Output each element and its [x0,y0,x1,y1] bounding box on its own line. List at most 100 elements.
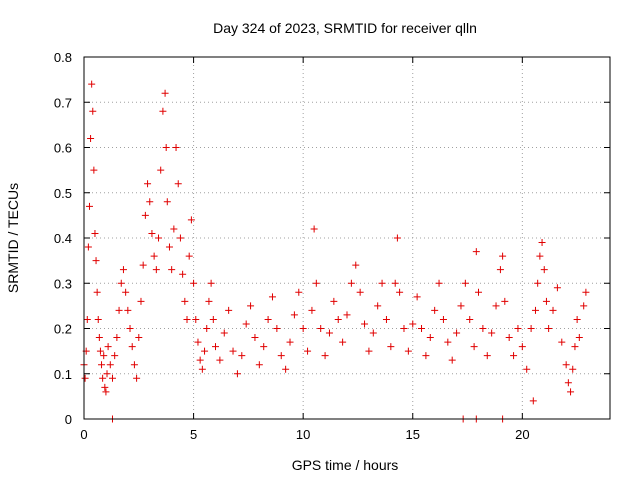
data-point [91,229,99,237]
data-point [361,320,369,328]
y-tick-label: 0.7 [54,95,72,110]
data-point [501,297,509,305]
data-point [113,334,121,342]
data-point [146,198,154,206]
data-point [192,315,200,323]
data-point [356,288,364,296]
data-point [90,166,98,174]
y-tick-label: 0.4 [54,231,72,246]
x-tick-label: 20 [515,427,529,442]
data-point [181,297,189,305]
x-tick-label: 5 [190,427,197,442]
data-point [540,266,548,274]
data-point [564,379,572,387]
y-tick-label: 0.5 [54,186,72,201]
data-point [229,347,237,355]
data-point [165,243,173,251]
data-point [144,180,152,188]
data-point [475,288,482,296]
data-point [196,356,204,364]
x-tick-label: 0 [80,427,87,442]
data-point [108,374,116,382]
data-point [119,266,127,274]
data-point [499,252,507,260]
y-tick-label: 0.6 [54,141,72,156]
data-point [472,248,480,256]
data-point [365,347,373,355]
data-point [435,279,443,287]
data-point [100,352,108,360]
data-point [255,361,263,369]
data-point [170,225,178,233]
data-point [575,334,583,342]
data-point [409,320,417,328]
x-tick-label: 15 [406,427,420,442]
data-point [542,297,550,305]
data-point [330,297,338,305]
data-point [273,325,281,332]
data-point [141,211,149,219]
data-point [124,306,132,314]
data-point [207,279,215,287]
data-point [102,388,110,396]
data-point [268,293,276,301]
data-point [152,266,160,274]
data-point [505,334,513,342]
data-point [174,180,182,188]
data-point [562,361,570,369]
data-point [492,302,500,310]
data-point [404,347,412,355]
data-point [571,343,579,351]
data-point [295,288,303,296]
data-point [317,325,325,332]
data-point [308,306,316,314]
data-point [157,166,165,174]
data-point [87,134,95,142]
data-point [531,306,539,314]
x-axis-label: GPS time / hours [292,457,399,473]
data-point [85,202,93,210]
data-point [98,361,106,369]
data-point [347,279,355,287]
data-point [115,306,123,314]
data-point [233,370,241,378]
data-point [126,325,134,332]
data-point [209,315,217,323]
data-point [567,388,575,396]
data-point [212,343,219,351]
data-point [106,361,114,369]
data-point [479,325,487,332]
data-point [242,320,250,328]
data-point [413,293,421,301]
data-point [92,257,100,265]
data-point [582,288,590,296]
data-point [176,234,184,242]
data-point [374,302,382,310]
y-tick-label: 0 [65,412,72,427]
data-point [387,343,395,351]
data-point [130,361,138,369]
data-point [148,229,156,237]
data-point [378,279,386,287]
data-point [99,374,107,382]
data-point [251,334,259,342]
data-point [162,144,170,151]
data-point [84,243,92,251]
data-point [135,334,143,342]
data-point [101,383,109,391]
y-tick-label: 0.3 [54,276,72,291]
data-point [334,315,342,323]
data-point [461,279,469,287]
data-point [277,352,285,360]
data-point [203,325,211,332]
data-point [150,252,158,260]
data-point [382,315,390,323]
data-point [527,325,535,332]
data-point [339,338,347,346]
data-point [369,329,377,337]
data-point [470,343,478,351]
data-point [514,325,522,332]
data-point [510,352,518,360]
data-point [159,107,167,115]
data-point [483,352,491,360]
